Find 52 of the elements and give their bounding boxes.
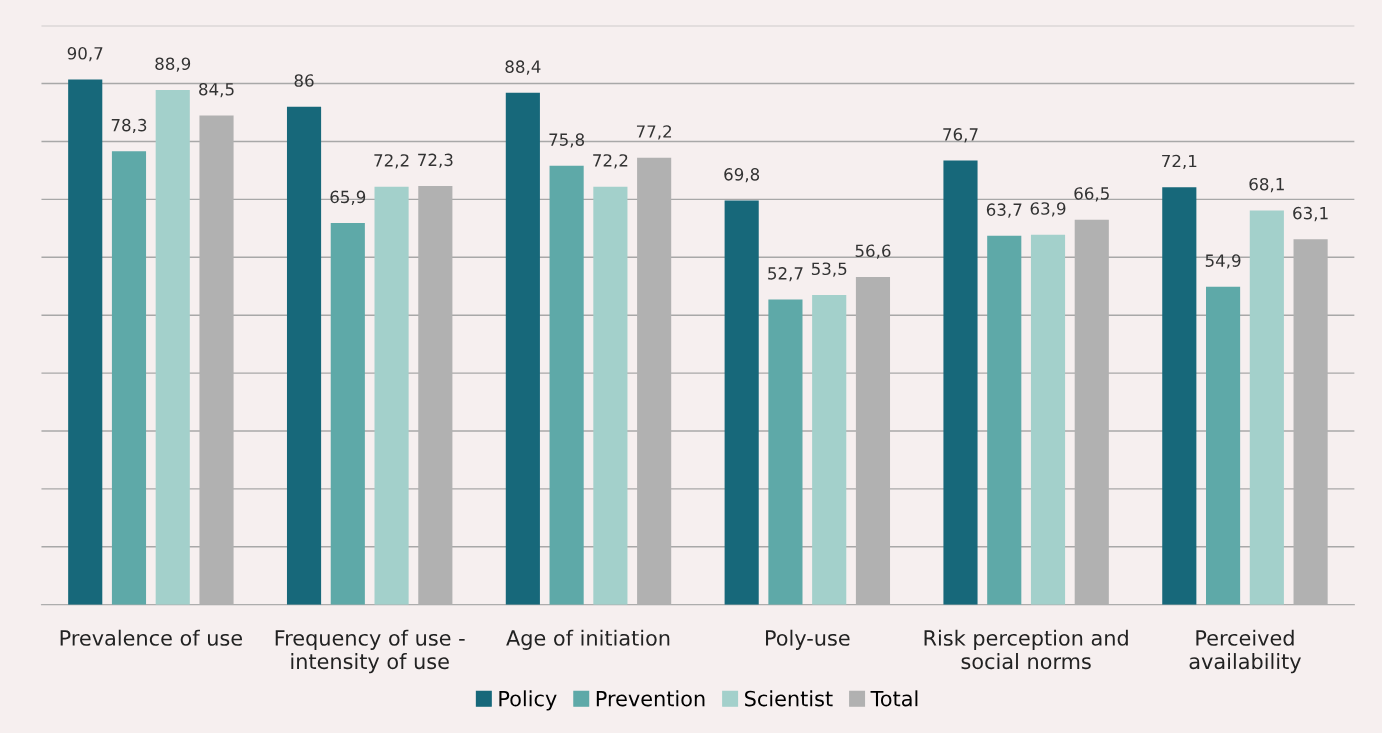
- data-label: 84,5: [199, 82, 234, 98]
- bar: [155, 89, 190, 605]
- data-label: 63,7: [986, 203, 1022, 218]
- data-label: 56,6: [855, 244, 891, 259]
- bar: [724, 200, 759, 605]
- x-tick-label: Perceived availability: [1189, 629, 1301, 674]
- x-tick-label: Risk perception and social norms: [924, 629, 1128, 670]
- data-label: 68,1: [1249, 177, 1284, 193]
- x-tick-label: Prevalence of use: [60, 629, 242, 646]
- data-label: 63,9: [1030, 202, 1066, 217]
- bar: [505, 92, 540, 605]
- bar: [1162, 187, 1197, 605]
- data-label: 69,8: [724, 168, 760, 183]
- data-label: 52,7: [768, 267, 803, 282]
- data-label: 76,7: [943, 128, 978, 143]
- x-tick-label: Poly-use: [766, 629, 850, 650]
- x-tick-label: Age of initiation: [506, 629, 670, 650]
- data-label: 75,8: [549, 133, 585, 148]
- data-label: 86: [294, 74, 314, 87]
- data-label: 90,7: [67, 47, 103, 62]
- data-label: 72,2: [593, 154, 628, 169]
- data-label: 88,4: [505, 60, 541, 75]
- bar: [330, 223, 365, 605]
- legend-label: Prevention: [596, 690, 705, 707]
- x-tick-label: Frequency of use - intensity of use: [275, 629, 465, 674]
- bar: [68, 79, 103, 605]
- bar: [1030, 234, 1066, 605]
- bar: [768, 299, 803, 605]
- bar: [111, 151, 147, 605]
- bar: [374, 186, 409, 605]
- bar: [943, 160, 978, 605]
- bar: [593, 186, 628, 605]
- data-label: 77,2: [636, 125, 672, 140]
- data-label: 54,9: [1205, 254, 1241, 269]
- legend-label: Policy: [499, 690, 557, 711]
- legend-label: Scientist: [745, 690, 833, 707]
- bar: [812, 294, 847, 605]
- data-label: 72,2: [374, 154, 409, 169]
- bar: [549, 165, 584, 605]
- data-label: 53,5: [811, 262, 847, 277]
- data-label: 72,3: [418, 153, 453, 168]
- data-label: 63,1: [1293, 206, 1328, 222]
- bar: [987, 235, 1022, 605]
- legend-label: Total: [870, 690, 918, 707]
- data-label: 78,3: [111, 118, 147, 134]
- data-label: 88,9: [155, 57, 191, 72]
- bar: [286, 106, 322, 605]
- data-label: 65,9: [330, 190, 366, 205]
- bar: [1206, 286, 1241, 605]
- bar: [1249, 210, 1284, 605]
- data-label: 72,1: [1162, 154, 1197, 170]
- data-label: 66,5: [1074, 187, 1109, 202]
